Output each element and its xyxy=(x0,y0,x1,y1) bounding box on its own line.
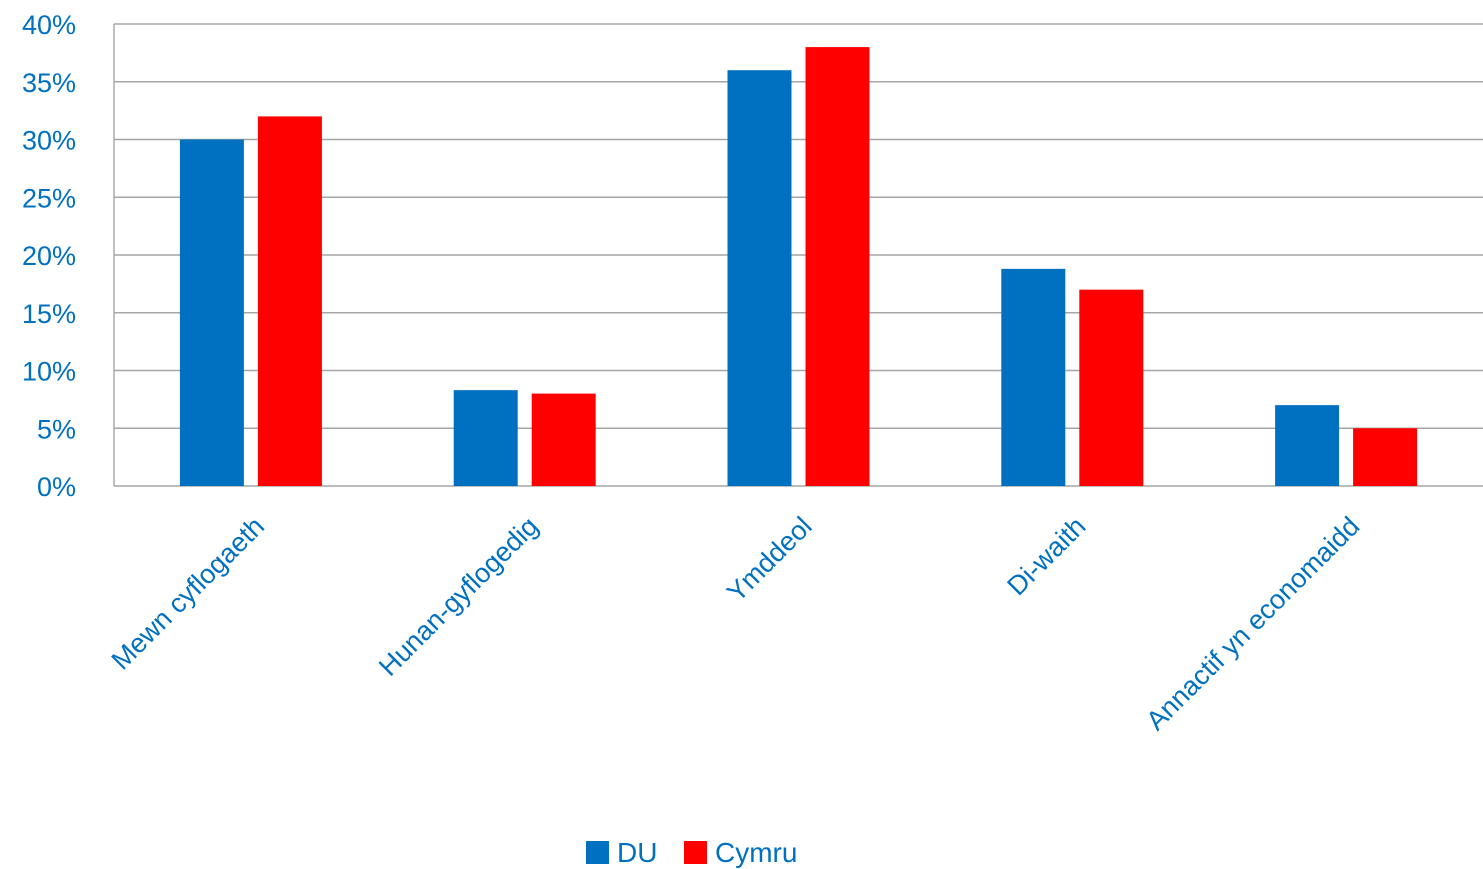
y-tick-label: 20% xyxy=(22,241,76,271)
bar-du-2 xyxy=(727,70,792,486)
bar-cymru-0 xyxy=(257,116,322,487)
y-tick-label: 0% xyxy=(37,472,76,502)
bar-du-4 xyxy=(1275,405,1340,486)
bar-du-3 xyxy=(1001,268,1066,486)
y-tick-label: 35% xyxy=(22,68,76,98)
bars xyxy=(179,47,1418,487)
y-tick-label: 25% xyxy=(22,183,76,213)
bar-du-0 xyxy=(179,139,244,486)
legend-swatch-du xyxy=(586,841,609,864)
bar-cymru-3 xyxy=(1079,289,1144,486)
y-axis-tick-labels: 0% 5% 10% 15% 20% 25% 30% 35% 40% xyxy=(22,10,76,502)
legend-label-cymru: Cymru xyxy=(715,837,797,868)
bar-du-1 xyxy=(453,390,518,486)
bar-cymru-4 xyxy=(1353,428,1418,486)
y-tick-label: 30% xyxy=(22,126,76,156)
bar-cymru-2 xyxy=(805,47,870,486)
y-tick-label: 5% xyxy=(37,414,76,444)
legend: DU Cymru xyxy=(586,837,797,868)
x-category-label: Di-waith xyxy=(1001,511,1091,601)
y-tick-label: 15% xyxy=(22,299,76,329)
x-category-label: Mewn cyflogaeth xyxy=(106,511,270,675)
y-tick-label: 40% xyxy=(22,10,76,40)
y-tick-label: 10% xyxy=(22,357,76,387)
x-category-label: Ymddeol xyxy=(721,511,818,608)
legend-swatch-cymru xyxy=(684,841,707,864)
gridlines xyxy=(113,23,1483,487)
x-axis-category-labels: Mewn cyflogaeth Hunan-gyflogedig Ymddeol Di… xyxy=(106,511,1366,736)
legend-label-du: DU xyxy=(617,837,657,868)
x-category-label: Annactif yn economaidd xyxy=(1140,511,1365,736)
bar-cymru-1 xyxy=(531,393,596,486)
x-category-label: Hunan-gyflogedig xyxy=(373,511,544,682)
